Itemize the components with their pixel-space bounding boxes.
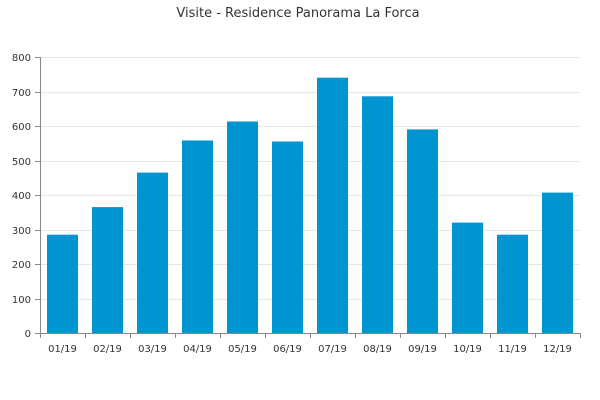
bar-08-19 <box>362 96 393 333</box>
bar-12-19 <box>542 192 573 333</box>
chart-title: Visite - Residence Panorama La Forca <box>176 6 419 21</box>
y-tick-label: 400 <box>12 191 31 202</box>
bar-05-19 <box>227 121 258 333</box>
y-tick-label: 300 <box>12 226 31 237</box>
x-tick-label: 10/19 <box>453 344 482 355</box>
bar-02-19 <box>92 207 123 333</box>
bars <box>47 77 573 333</box>
x-tick-label: 02/19 <box>93 344 122 355</box>
grid-lines <box>40 57 580 300</box>
bar-01-19 <box>47 234 78 333</box>
x-tick-label: 03/19 <box>138 344 167 355</box>
bar-10-19 <box>452 222 483 333</box>
y-tick-label: 100 <box>12 295 31 306</box>
y-tick-label: 700 <box>12 88 31 99</box>
y-tick-label: 600 <box>12 122 31 133</box>
x-tick-label: 08/19 <box>363 344 392 355</box>
x-tick-label: 12/19 <box>543 344 572 355</box>
bar-07-19 <box>317 77 348 333</box>
y-tick-label: 800 <box>12 53 31 64</box>
bar-09-19 <box>407 129 438 333</box>
bar-11-19 <box>497 234 528 333</box>
y-tick-label: 200 <box>12 260 31 271</box>
x-tick-label: 06/19 <box>273 344 302 355</box>
x-tick-label: 07/19 <box>318 344 347 355</box>
x-tick-label: 05/19 <box>228 344 257 355</box>
x-tick-label: 04/19 <box>183 344 212 355</box>
bar-06-19 <box>272 141 303 333</box>
x-tick-label: 09/19 <box>408 344 437 355</box>
y-tick-label: 500 <box>12 157 31 168</box>
x-tick-label: 01/19 <box>48 344 77 355</box>
bar-04-19 <box>182 140 213 333</box>
y-axis: 0 100 200 300 400 500 600 700 800 <box>12 53 41 340</box>
x-tick-label: 11/19 <box>498 344 527 355</box>
x-axis: 01/19 02/19 03/19 04/19 05/19 06/19 07/19 08/19… <box>40 333 581 355</box>
bar-03-19 <box>137 172 168 333</box>
y-tick-label: 0 <box>25 329 31 340</box>
